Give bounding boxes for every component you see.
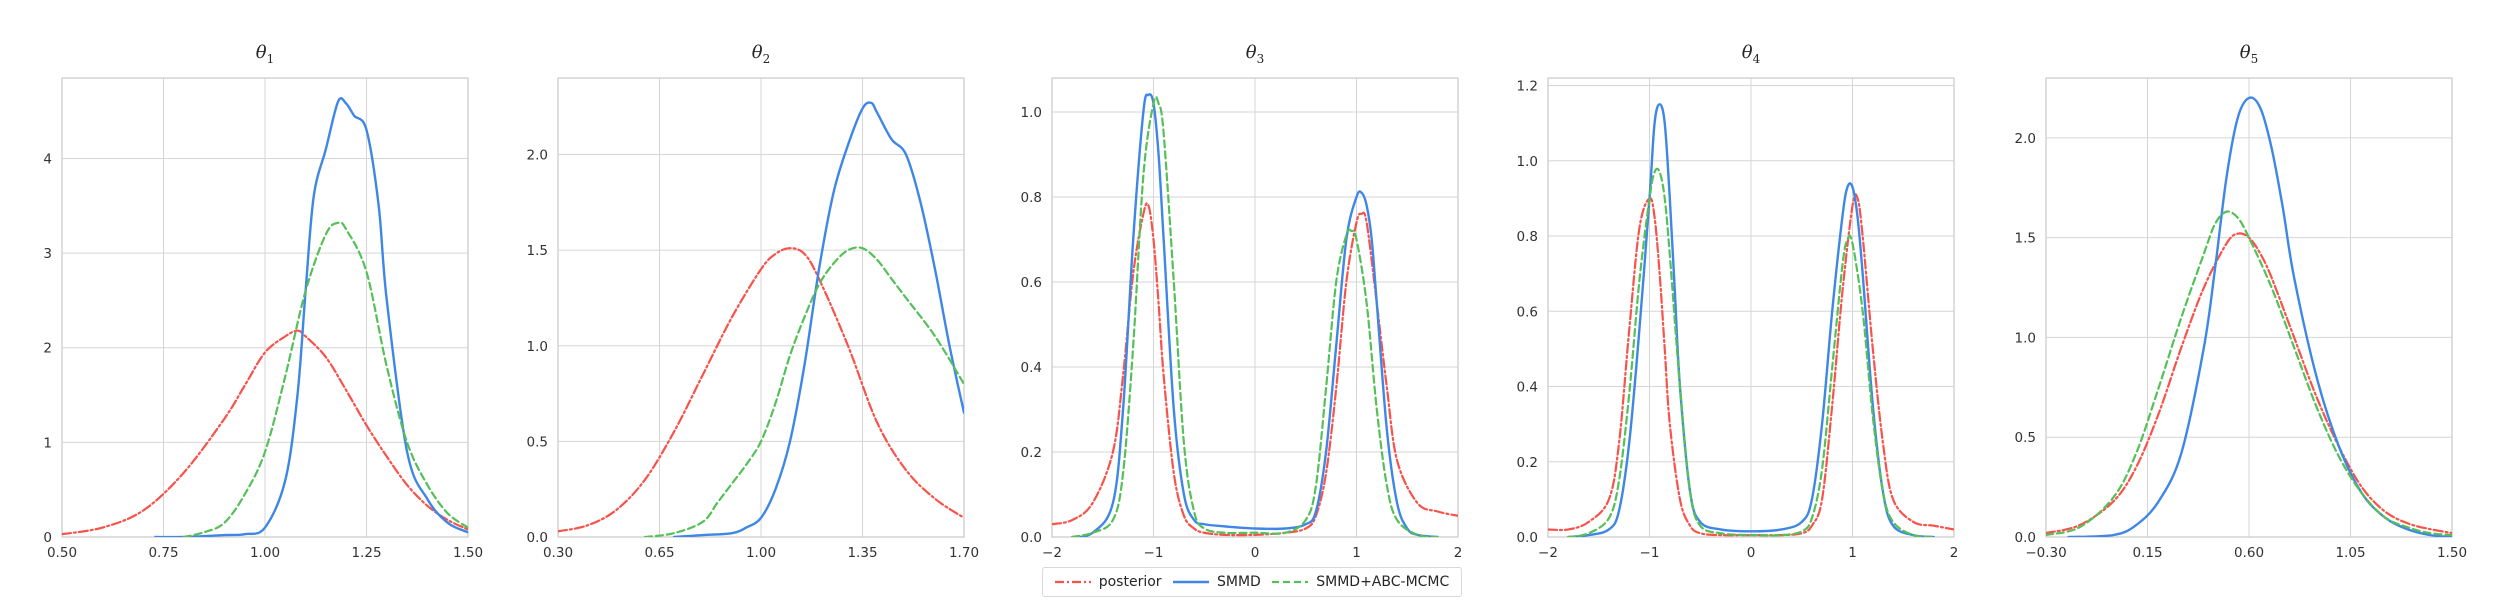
series-line-smmd [1071,93,1439,537]
series-line-smmd-abc-mcmc [182,221,468,537]
series-line-smmd-abc-mcmc [2046,210,2452,537]
series-line-smmd-abc-mcmc [1567,167,1935,537]
x-tick-label: 1.05 [2335,545,2365,561]
x-tick-label: −2 [1538,545,1558,561]
y-tick-label: 1.0 [1021,105,1042,121]
x-tick-label: 0.65 [644,545,674,561]
subplot-title: θ2 [752,42,770,66]
subplot-4: −2 −1 0 1 2 0.0 0.2 0.4 0.6 0.8 1.0 1.2 θ4 [1517,42,1959,561]
axes-frame [1051,77,1459,538]
subplot-1: 0.50 0.75 1.00 1.25 1.50 0 1 2 3 4 θ1 [43,42,483,561]
legend-item-smmd-abc: SMMD+ABC-MCMC [1272,574,1449,590]
subplot-title: θ1 [256,42,274,66]
legend-line-smmd [1172,580,1209,584]
y-tick-label: 0.5 [2015,430,2036,446]
x-tick-label: 1.25 [351,545,381,561]
series-line-smmd [1567,103,1935,537]
legend-item-posterior: posterior [1054,574,1162,590]
x-tick-label: 1.50 [2437,545,2467,561]
y-tick-label: 1.2 [1517,79,1538,95]
series-line-posterior [62,329,468,536]
axes-frame [1547,77,1955,538]
x-tick-label: 0.75 [148,545,178,561]
series-line-smmd-abc-mcmc [643,246,964,537]
x-tick-label: 2 [1454,545,1463,561]
x-tick-label: 1.00 [250,545,280,561]
subplot-3: −2 −1 0 1 2 0.0 0.2 0.4 0.6 0.8 1.0 θ3 [1021,42,1463,561]
series-line-smmd [672,101,964,537]
y-tick-label: 0.6 [1517,304,1538,320]
x-tick-label: 1.50 [453,545,483,561]
x-tick-label: 1 [1352,545,1361,561]
y-tick-label: 0.0 [1517,530,1538,546]
x-tick-label: 0.60 [2234,545,2264,561]
axes-frame [61,77,469,538]
x-tick-label: 1.00 [746,545,776,561]
series-line-smmd-abc-mcmc [1071,95,1439,537]
subplot-title: θ4 [1742,42,1761,66]
y-tick-label: 0.5 [527,434,548,450]
y-tick-label: 2.0 [527,148,548,164]
y-tick-label: 1 [43,435,52,451]
y-tick-label: 0.6 [1021,275,1042,291]
x-tick-label: 1.70 [949,545,979,561]
y-tick-label: 2.0 [2015,131,2036,147]
legend-label-smmd: SMMD [1216,574,1261,590]
x-tick-label: 0.30 [543,545,573,561]
subplot-title: θ5 [2240,42,2258,66]
subplot-5: −0.30 0.15 0.60 1.05 1.50 0.0 0.5 1.0 1.5 2.0 θ5 [2015,42,2468,561]
y-tick-label: 0.0 [527,530,548,546]
series-line-smmd [154,97,468,537]
y-tick-label: 0.2 [1021,445,1042,461]
x-tick-label: −0.30 [2025,545,2066,561]
y-tick-label: 0.2 [1517,455,1538,471]
legend-line-posterior [1054,580,1091,584]
series-line-posterior [558,247,964,533]
legend-line-smmd-abc [1272,580,1309,584]
x-tick-label: 0 [1747,545,1756,561]
x-tick-label: −1 [1640,545,1660,561]
axes-frame [2045,77,2453,538]
y-tick-label: 1.5 [2015,231,2036,247]
x-tick-label: 2 [1950,545,1959,561]
y-tick-label: 0 [43,530,52,546]
axes-frame [557,77,965,538]
y-tick-label: 2 [43,341,52,357]
series-line-posterior [2046,232,2452,535]
x-tick-label: 1.35 [847,545,877,561]
x-tick-label: 0 [1251,545,1260,561]
y-tick-label: 1.0 [1517,154,1538,170]
y-tick-label: 0.4 [1021,360,1042,376]
series-line-smmd [2067,96,2452,537]
x-tick-label: −1 [1144,545,1164,561]
x-tick-label: 0.50 [47,545,77,561]
x-tick-label: 0.15 [2132,545,2162,561]
legend-label-smmd-abc: SMMD+ABC-MCMC [1316,574,1450,590]
subplot-2: 0.30 0.65 1.00 1.35 1.70 0.0 0.5 1.0 1.5 2.0 θ2 [527,42,980,561]
x-tick-label: 1 [1848,545,1857,561]
legend-item-smmd: SMMD [1172,574,1261,590]
y-tick-label: 0.8 [1021,190,1042,206]
legend: posterior SMMD SMMD+ABC-MCMC [1042,567,1462,597]
y-tick-label: 3 [43,246,52,262]
y-tick-label: 0.8 [1517,229,1538,245]
y-tick-label: 0.0 [2015,530,2036,546]
y-tick-label: 0.4 [1517,380,1538,396]
y-tick-label: 0.0 [1021,530,1042,546]
y-tick-label: 4 [43,151,52,167]
x-tick-label: −2 [1042,545,1062,561]
y-tick-label: 1.5 [527,243,548,259]
y-tick-label: 1.0 [2015,330,2036,346]
subplot-title: θ3 [1246,42,1264,66]
y-tick-label: 1.0 [527,339,548,355]
legend-label-posterior: posterior [1098,574,1162,590]
